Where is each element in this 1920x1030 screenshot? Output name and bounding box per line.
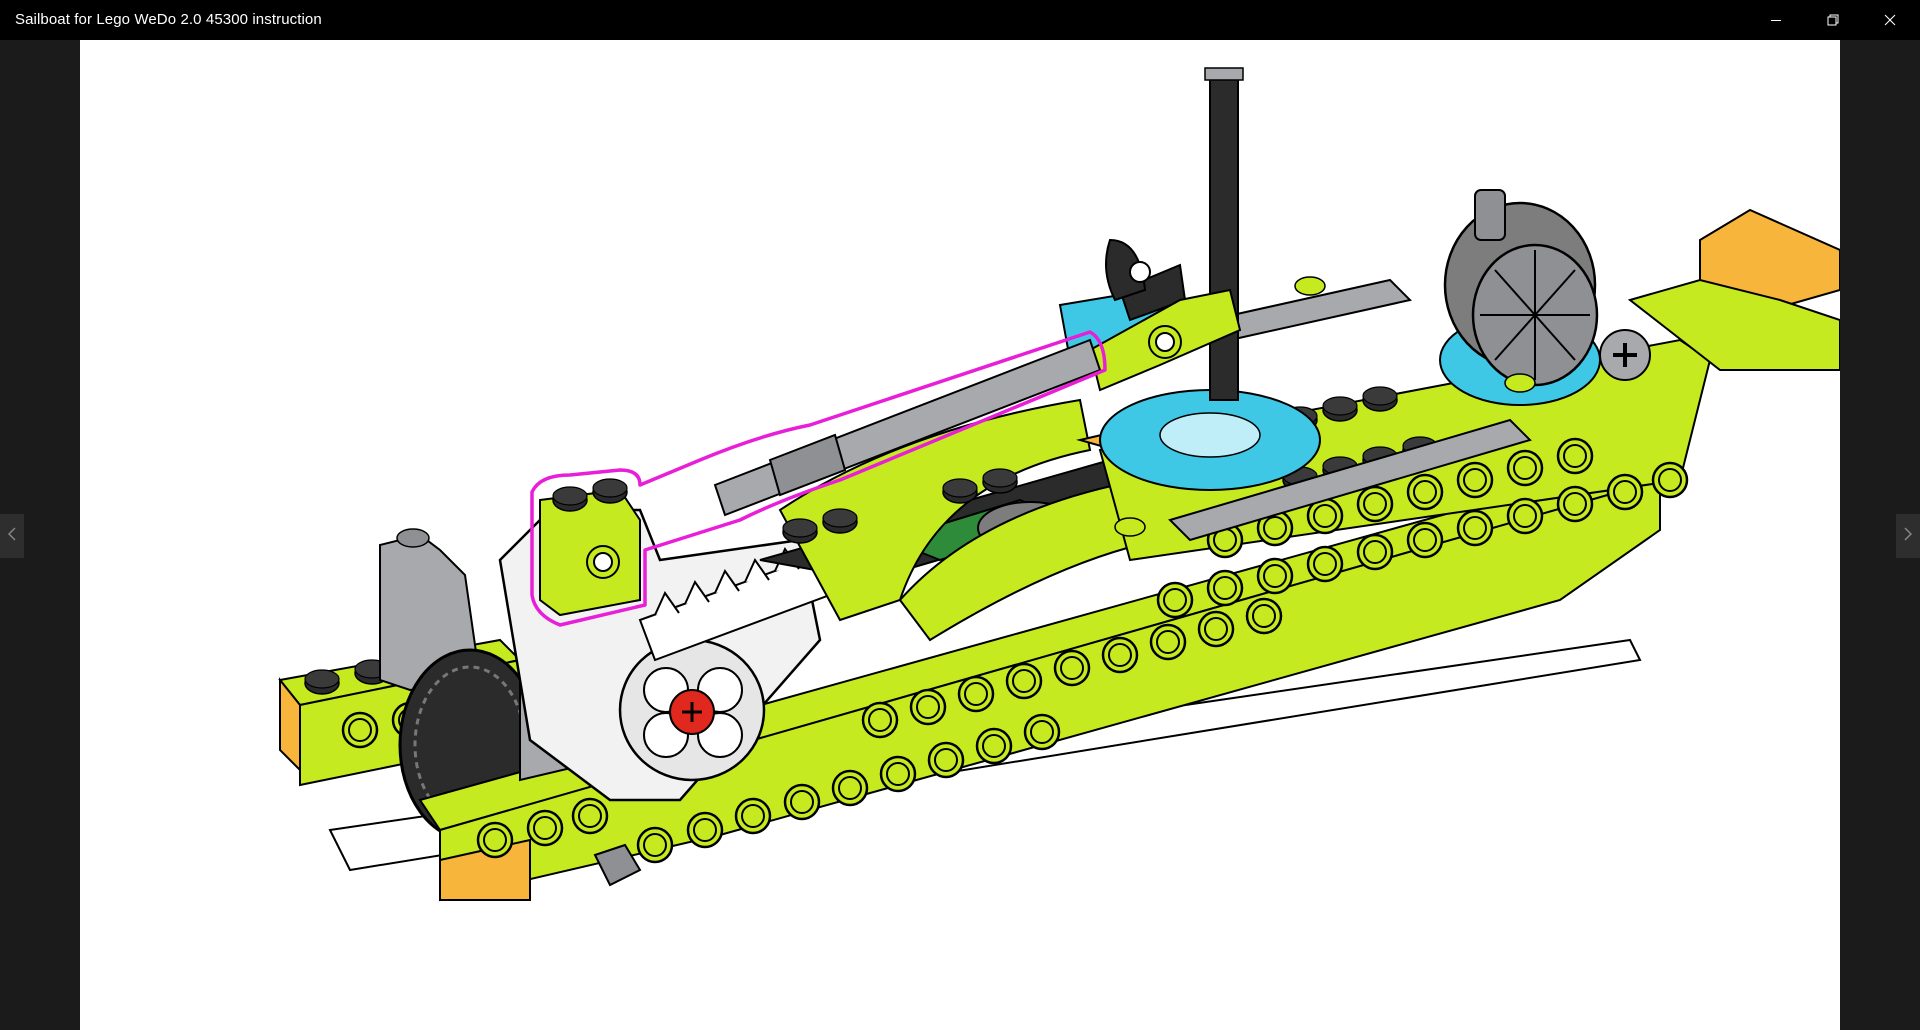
lime-side-panel xyxy=(778,398,1092,622)
window-title: Sailboat for Lego WeDo 2.0 45300 instruc… xyxy=(15,11,322,28)
chevron-right-icon xyxy=(1903,526,1913,547)
highlighted-new-part xyxy=(530,330,1107,627)
sailboat-illustration xyxy=(278,67,1840,902)
small-axle xyxy=(593,843,642,887)
close-icon xyxy=(1884,14,1896,26)
chevron-left-icon xyxy=(7,526,17,547)
black-arm xyxy=(1105,238,1147,302)
image-viewer xyxy=(0,40,1920,1030)
restore-button[interactable] xyxy=(1805,0,1861,40)
previous-image-button[interactable] xyxy=(0,514,24,558)
close-button[interactable] xyxy=(1862,0,1918,40)
minimize-icon xyxy=(1770,14,1782,26)
instruction-image xyxy=(80,40,1840,1030)
title-bar[interactable]: Sailboat for Lego WeDo 2.0 45300 instruc… xyxy=(0,0,1920,40)
next-image-button[interactable] xyxy=(1896,514,1920,558)
mast xyxy=(1209,69,1239,401)
restore-icon xyxy=(1827,14,1839,26)
lime-bow xyxy=(1627,278,1840,371)
gray-plate-mid xyxy=(1168,418,1532,542)
minimize-button[interactable] xyxy=(1748,0,1804,40)
